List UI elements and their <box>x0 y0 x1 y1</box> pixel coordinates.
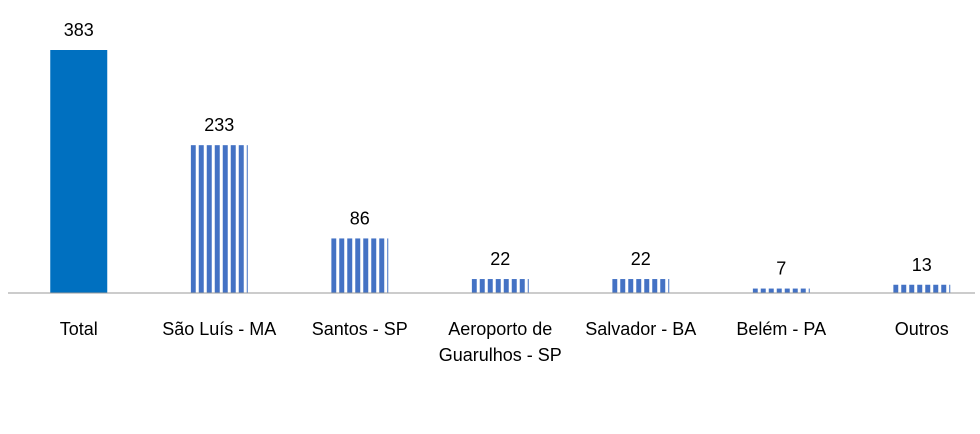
bar <box>190 145 248 293</box>
x-tick-label: Santos - SP <box>311 319 408 339</box>
bar <box>331 238 389 293</box>
bar <box>612 279 670 293</box>
value-label: 383 <box>64 20 94 40</box>
bar <box>471 279 529 293</box>
x-tick-label: Belém - PA <box>736 319 827 339</box>
value-label: 13 <box>912 255 932 275</box>
value-label: 86 <box>350 208 370 228</box>
bar <box>893 284 951 293</box>
value-label: 22 <box>490 249 510 269</box>
x-tick-label: Outros <box>894 319 949 339</box>
value-label: 22 <box>631 249 651 269</box>
x-tick-label: Aeroporto de Guarulhos - SP <box>438 319 562 365</box>
x-tick-label: Total <box>59 319 98 339</box>
bar <box>752 288 810 293</box>
x-tick-label: São Luís - MA <box>162 319 277 339</box>
value-label: 233 <box>204 115 234 135</box>
bar <box>50 50 108 293</box>
value-label: 7 <box>776 259 786 279</box>
x-tick-label: Salvador - BA <box>585 319 697 339</box>
